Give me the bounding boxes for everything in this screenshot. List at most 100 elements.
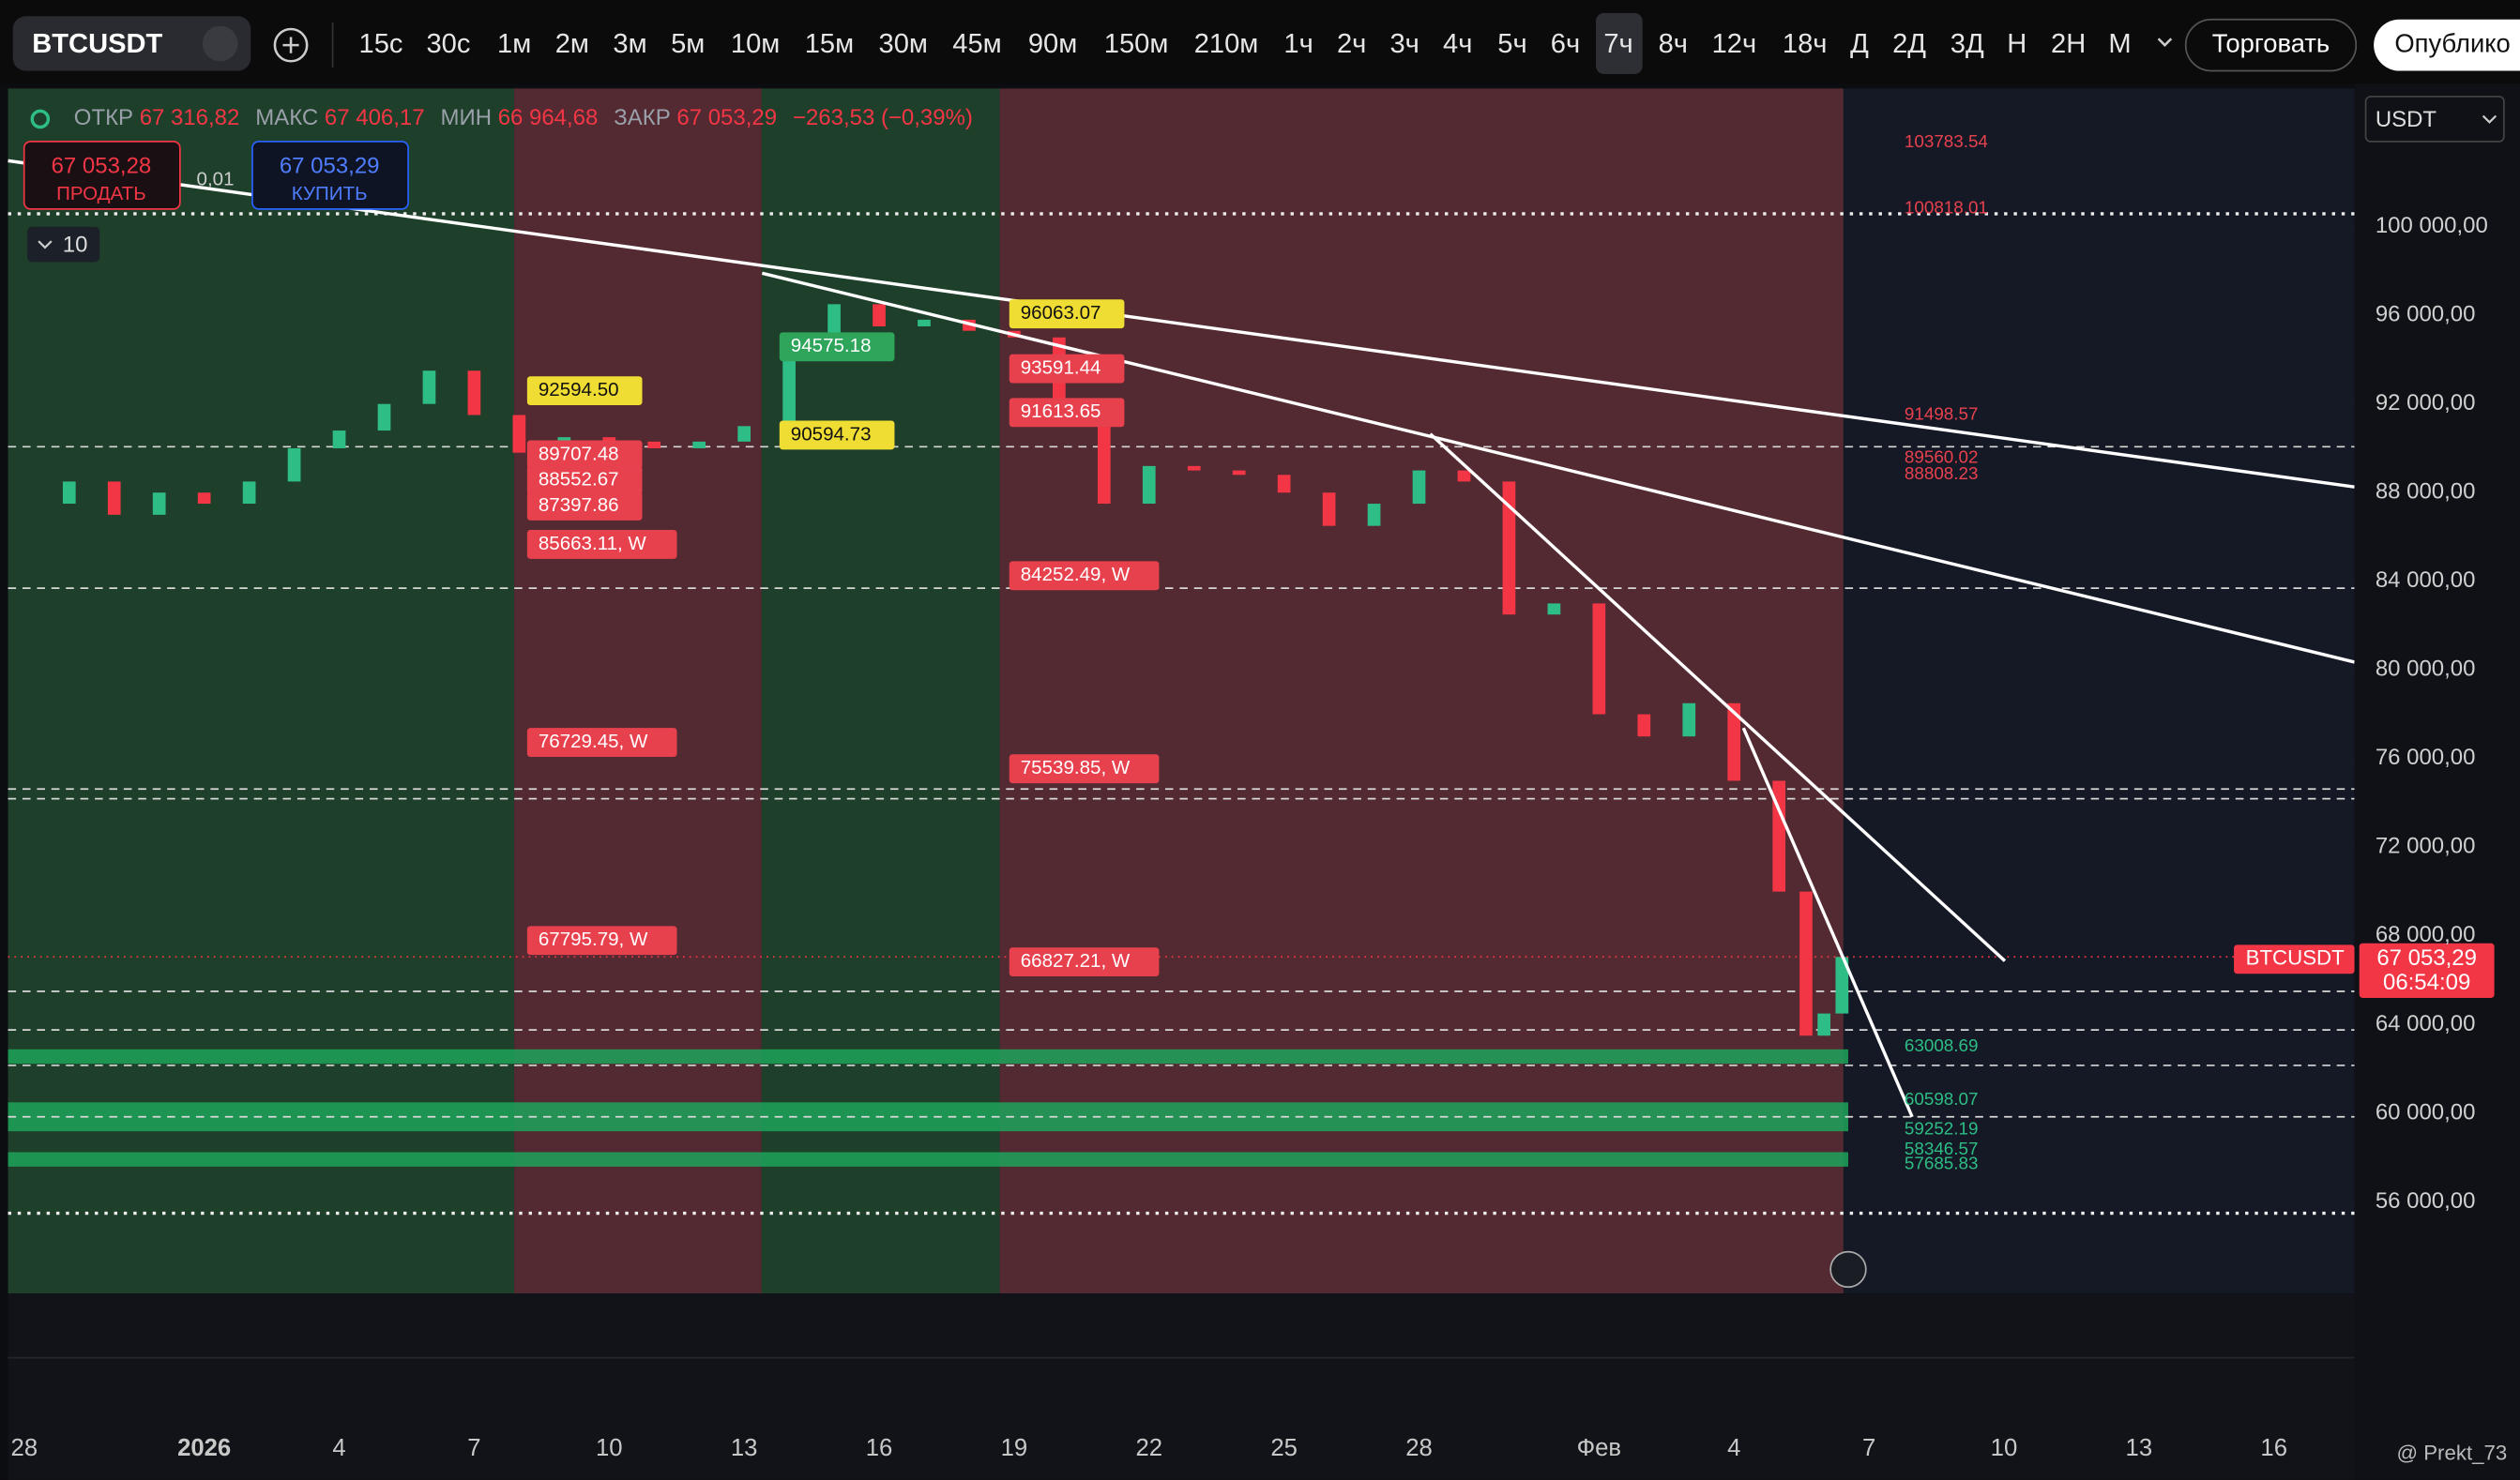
annotation-label: 67795.79, W: [539, 929, 648, 950]
interval[interactable]: 210м: [1194, 29, 1259, 59]
interval[interactable]: 2ч: [1337, 29, 1366, 59]
interval[interactable]: 3м: [613, 29, 646, 59]
interval[interactable]: 30м: [879, 29, 928, 59]
x-tick-label: 2026: [177, 1435, 231, 1461]
annotation-label: 85663.11, W: [539, 533, 647, 554]
candle: [1322, 492, 1336, 526]
interval[interactable]: Н: [2007, 29, 2027, 59]
currency-select[interactable]: [2364, 96, 2505, 143]
close-label: ЗАКР: [614, 105, 670, 130]
interval[interactable]: 3Д: [1951, 29, 1984, 59]
interval[interactable]: 4ч: [1443, 29, 1472, 59]
sell-price: 67 053,28: [52, 154, 152, 179]
candle: [332, 430, 346, 448]
overlay: BTCUSDT 15с 30с 1м 2м 3м 5м 10м 15м 30м 45м 90м 150…: [11, 12, 2520, 1464]
interval[interactable]: 18ч: [1783, 29, 1828, 59]
y-tick-label: 100 000,00: [2376, 213, 2488, 238]
interval[interactable]: М: [2108, 29, 2131, 59]
indicators-toggle[interactable]: [27, 226, 100, 263]
annotation-box: [526, 440, 643, 470]
annotation-label: 87397.86: [539, 494, 619, 516]
status-dot: [30, 109, 51, 129]
y-tick-label: 84 000,00: [2376, 567, 2476, 593]
interval[interactable]: 150м: [1104, 29, 1169, 59]
candle: [1835, 957, 1849, 1014]
symbol-pill[interactable]: [12, 16, 251, 71]
interval[interactable]: 2Д: [1892, 29, 1926, 59]
buy-price: 67 053,29: [280, 154, 380, 179]
interval[interactable]: 10м: [731, 29, 780, 59]
annotation-label: 88552.67: [539, 469, 619, 491]
x-tick-label: 16: [866, 1435, 893, 1461]
interval[interactable]: 3ч: [1389, 29, 1419, 59]
annotation-box: [1009, 561, 1160, 591]
support-label: 58346.57: [1905, 1139, 1979, 1158]
interval[interactable]: 15м: [805, 29, 854, 59]
candle: [918, 319, 931, 326]
candle: [1187, 465, 1201, 471]
y-tick-label: 88 000,00: [2376, 479, 2476, 505]
interval[interactable]: 30с: [426, 29, 470, 59]
annotation-label: 91613.65: [1021, 400, 1101, 422]
interval[interactable]: 5ч: [1497, 29, 1526, 59]
candle: [512, 415, 526, 453]
add-button[interactable]: [273, 27, 309, 63]
x-tick-label: 13: [2126, 1435, 2153, 1461]
interval[interactable]: 6ч: [1551, 29, 1580, 59]
plot: 103783.54 100818.01 91498.57 89560.0288808.…: [8, 88, 2363, 1429]
candle: [1142, 465, 1156, 505]
footer-area: [8, 1293, 2355, 1480]
interval[interactable]: 1м: [497, 29, 531, 59]
y-tick-label: 72 000,00: [2376, 834, 2476, 859]
candle: [422, 370, 436, 404]
interval[interactable]: 8ч: [1659, 29, 1688, 59]
interval[interactable]: 7ч: [1603, 29, 1632, 59]
symbol-icon: [202, 25, 238, 62]
x-tick-label: 19: [1001, 1435, 1028, 1461]
publish-button[interactable]: [2374, 19, 2520, 71]
support-label: 63008.69: [1905, 1035, 1979, 1055]
candle: [602, 437, 616, 442]
chevron[interactable]: [2157, 38, 2173, 47]
interval[interactable]: 2Н: [2051, 29, 2086, 59]
annotation-label: 76729.45, W: [539, 731, 648, 752]
buy-button[interactable]: [251, 141, 409, 210]
open-value: 67 316,82: [140, 105, 240, 130]
interval[interactable]: 90м: [1028, 29, 1077, 59]
publish-button-label: Опублико: [2394, 28, 2510, 57]
x-tick-label: 4: [1727, 1435, 1740, 1461]
session-zone: [999, 88, 1844, 1294]
interval[interactable]: 2м: [555, 29, 589, 59]
annotation-box: [1009, 754, 1160, 784]
interval[interactable]: 1ч: [1283, 29, 1313, 59]
y-tick-label: 92 000,00: [2376, 390, 2476, 415]
resistance-label: 89560.02: [1905, 446, 1979, 466]
trendline: [1741, 727, 1914, 1118]
selected-interval-bg: [1596, 12, 1643, 74]
candle: [1799, 891, 1813, 1036]
high-value: 67 406,17: [325, 105, 425, 130]
support-zone: [8, 1049, 1848, 1065]
candle: [287, 447, 301, 482]
x-tick-label: 16: [2260, 1435, 2287, 1461]
candle: [467, 370, 481, 415]
session-zone: [761, 88, 1000, 1294]
spread: 0,01: [197, 168, 235, 189]
annotation-label: 92594.50: [539, 379, 619, 400]
session-zone: [514, 88, 762, 1294]
interval[interactable]: 15с: [359, 29, 403, 59]
support-label: 57685.83: [1905, 1154, 1979, 1173]
trade-button[interactable]: [2184, 18, 2358, 72]
interval[interactable]: 5м: [671, 29, 705, 59]
interval[interactable]: 12ч: [1712, 29, 1757, 59]
interval[interactable]: Д: [1850, 29, 1869, 59]
annotation-box: [526, 491, 643, 521]
low-label: МИН: [441, 105, 493, 130]
interval[interactable]: 45м: [952, 29, 1001, 59]
candle: [1592, 603, 1606, 715]
open-label: ОТКР: [74, 105, 133, 130]
replay-icon[interactable]: [1829, 1250, 1867, 1289]
candle: [107, 481, 121, 515]
sell-button[interactable]: [23, 141, 181, 210]
